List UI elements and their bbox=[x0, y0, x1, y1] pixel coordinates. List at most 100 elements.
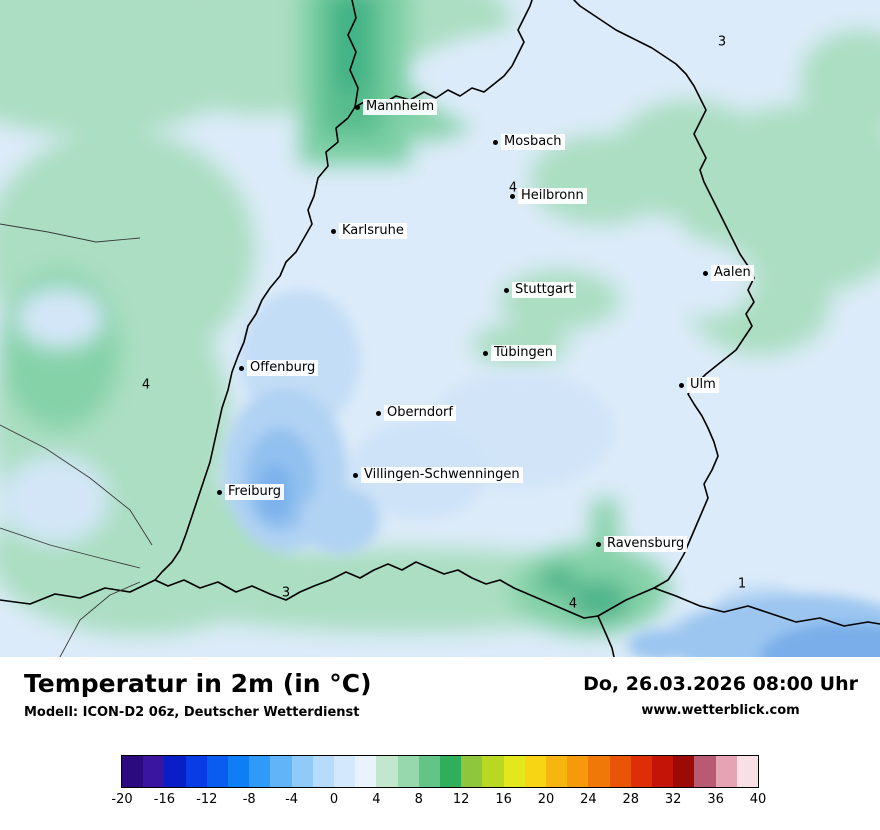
colorbar-segment bbox=[228, 756, 250, 787]
state-border bbox=[0, 0, 880, 657]
city-marker-aalen: Aalen bbox=[703, 265, 754, 281]
city-label: Karlsruhe bbox=[339, 223, 407, 239]
colorbar-segment bbox=[461, 756, 483, 787]
city-label: Freiburg bbox=[225, 484, 285, 500]
colorbar-segment bbox=[736, 756, 759, 787]
city-label: Mosbach bbox=[501, 134, 565, 150]
colorbar-segment bbox=[249, 756, 271, 787]
colorbar-segment bbox=[440, 756, 462, 787]
value-label-layer: 3 4 4 3 4 1 bbox=[141, 34, 746, 612]
city-marker-stuttgart: Stuttgart bbox=[504, 282, 577, 298]
tick-label: 4 bbox=[372, 792, 381, 807]
map-temperature-value: 3 bbox=[717, 34, 727, 50]
colorbar-segment bbox=[673, 756, 695, 787]
tick-label: -8 bbox=[242, 792, 256, 807]
tick-label: 24 bbox=[580, 792, 597, 807]
colorbar-segment bbox=[185, 756, 207, 787]
city-label: Villingen-Schwenningen bbox=[361, 467, 523, 483]
colorbar-segment bbox=[334, 756, 356, 787]
date-block: Do, 26.03.2026 08:00 Uhr www.wetterblick… bbox=[583, 673, 858, 718]
footer: Temperatur in 2m (in °C) Modell: ICON-D2… bbox=[0, 657, 880, 743]
city-dot-icon bbox=[703, 270, 708, 276]
tick-label: 12 bbox=[452, 792, 470, 807]
city-dot-icon bbox=[376, 410, 381, 416]
colorbar-segment bbox=[482, 756, 504, 787]
city-dot-icon bbox=[679, 382, 684, 388]
tick-label: 16 bbox=[495, 792, 512, 807]
city-marker-mosbach: Mosbach bbox=[493, 134, 565, 150]
map-temperature-value: 4 bbox=[508, 180, 518, 196]
website-link[interactable]: www.wetterblick.com bbox=[641, 703, 800, 718]
tick-label: 36 bbox=[707, 792, 724, 807]
city-dot-icon bbox=[504, 287, 509, 293]
temperature-field-neutral bbox=[0, 35, 755, 545]
datetime-label: Do, 26.03.2026 08:00 Uhr bbox=[583, 673, 858, 695]
city-label: Oberndorf bbox=[384, 405, 456, 421]
colorbar-segment bbox=[206, 756, 229, 787]
colorbar bbox=[121, 755, 759, 788]
colorbar-segment bbox=[694, 756, 716, 787]
city-dot-icon bbox=[217, 489, 222, 495]
map-canvas bbox=[0, 0, 880, 657]
colorbar-segment bbox=[567, 756, 589, 787]
foreign-border-lines bbox=[0, 223, 153, 657]
city-marker-oberndorf: Oberndorf bbox=[376, 405, 456, 421]
colorbar-segment bbox=[630, 756, 653, 787]
city-marker-layer: Mannheim Mosbach Heilbronn Karlsruhe Stuttga… bbox=[217, 99, 754, 552]
tick-label: 0 bbox=[329, 792, 339, 807]
colorbar-segment bbox=[418, 756, 441, 787]
city-marker-karlsruhe: Karlsruhe bbox=[331, 223, 407, 239]
city-dot-icon bbox=[331, 228, 336, 234]
city-label: Heilbronn bbox=[518, 188, 587, 204]
tick-label: -4 bbox=[285, 792, 299, 807]
city-dot-icon bbox=[353, 472, 358, 478]
colorbar-segment bbox=[503, 756, 525, 787]
map-temperature-value: 3 bbox=[281, 585, 291, 601]
city-marker-heilbronn: Heilbronn bbox=[510, 188, 587, 204]
colorbar-segment bbox=[376, 756, 398, 787]
city-marker-t-bingen: Tübingen bbox=[483, 345, 556, 361]
title-block: Temperatur in 2m (in °C) Modell: ICON-D2… bbox=[24, 669, 372, 720]
tick-label: -12 bbox=[196, 792, 218, 807]
city-marker-ulm: Ulm bbox=[679, 377, 719, 393]
city-dot-icon bbox=[510, 193, 515, 199]
colorbar-segment bbox=[291, 756, 313, 787]
temperature-field-green bbox=[0, 0, 880, 635]
colorbar-ticks: -20 -16 -12 -8 -4 0 4 8 12 16 20 24 28 32 36 40 bbox=[111, 792, 766, 810]
city-marker-freiburg: Freiburg bbox=[217, 484, 285, 500]
colorbar-segment bbox=[312, 756, 335, 787]
colorbar-segment bbox=[652, 756, 674, 787]
city-marker-mannheim: Mannheim bbox=[355, 99, 438, 115]
map-temperature-value: 4 bbox=[568, 596, 578, 612]
model-info: Modell: ICON-D2 06z, Deutscher Wetterdie… bbox=[24, 705, 360, 720]
city-dot-icon bbox=[355, 104, 360, 110]
tick-label: -16 bbox=[153, 792, 176, 807]
colorbar-segment bbox=[164, 756, 186, 787]
colorbar-segment bbox=[546, 756, 568, 787]
city-label: Offenburg bbox=[247, 360, 319, 376]
colorbar-segment bbox=[355, 756, 377, 787]
colorbar-segment bbox=[143, 756, 165, 787]
tick-label: 20 bbox=[537, 792, 555, 807]
colorbar-segment bbox=[524, 756, 547, 787]
temperature-legend: -20 -16 -12 -8 -4 0 4 8 12 16 20 24 28 32 36 40 bbox=[0, 743, 880, 810]
city-dot-icon bbox=[596, 541, 601, 547]
city-label: Tübingen bbox=[491, 345, 556, 361]
city-label: Aalen bbox=[711, 265, 754, 281]
tick-label: 28 bbox=[622, 792, 640, 807]
tick-label: 32 bbox=[664, 792, 682, 807]
city-dot-icon bbox=[239, 365, 244, 371]
colorbar-segment bbox=[715, 756, 737, 787]
city-label: Ulm bbox=[687, 377, 719, 393]
city-marker-ravensburg: Ravensburg bbox=[596, 536, 688, 552]
city-marker-offenburg: Offenburg bbox=[239, 360, 319, 376]
tick-label: 40 bbox=[749, 792, 767, 807]
colorbar-segment bbox=[270, 756, 292, 787]
colorbar-segment bbox=[588, 756, 610, 787]
map-temperature-value: 4 bbox=[141, 377, 151, 393]
colorbar-segment bbox=[122, 756, 144, 787]
colorbar-segment bbox=[397, 756, 419, 787]
city-label: Stuttgart bbox=[512, 282, 577, 298]
city-marker-villingen-schwenningen: Villingen-Schwenningen bbox=[353, 467, 523, 483]
